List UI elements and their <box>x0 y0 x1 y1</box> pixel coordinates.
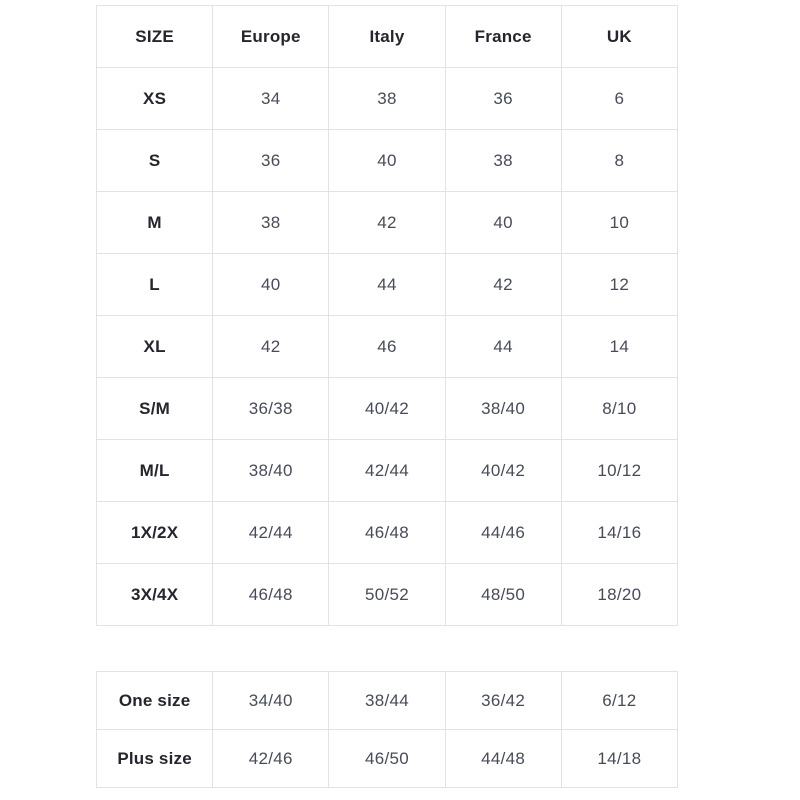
table-row: L 40 44 42 12 <box>95 253 679 316</box>
value-cell: 10/12 <box>560 439 679 502</box>
value-cell: 38/44 <box>328 671 446 730</box>
table-row: XS 34 38 36 6 <box>95 67 679 130</box>
special-sizes-table: One size 34/40 38/44 36/42 6/12 Plus size 42/4… <box>95 671 679 788</box>
value-cell: 42 <box>444 253 562 316</box>
value-cell: 34/40 <box>212 671 330 730</box>
table-row: 1X/2X 42/44 46/48 44/46 14/16 <box>95 501 679 564</box>
value-cell: 38 <box>444 129 562 192</box>
table-row: M/L 38/40 42/44 40/42 10/12 <box>95 439 679 502</box>
value-cell: 14/16 <box>560 501 679 564</box>
value-cell: 50/52 <box>328 563 446 626</box>
row-label: 3X/4X <box>95 563 214 626</box>
value-cell: 48/50 <box>444 563 562 626</box>
table-row: S 36 40 38 8 <box>95 129 679 192</box>
value-cell: 6 <box>560 67 679 130</box>
table-row: M 38 42 40 10 <box>95 191 679 254</box>
value-cell: 8 <box>560 129 679 192</box>
value-cell: 36/38 <box>212 377 330 440</box>
row-label: M/L <box>95 439 214 502</box>
value-cell: 38 <box>328 67 446 130</box>
table-row: One size 34/40 38/44 36/42 6/12 <box>95 671 679 730</box>
row-label: S/M <box>95 377 214 440</box>
table-row: 3X/4X 46/48 50/52 48/50 18/20 <box>95 563 679 626</box>
value-cell: 36/42 <box>444 671 562 730</box>
value-cell: 38/40 <box>444 377 562 440</box>
value-cell: 44 <box>444 315 562 378</box>
value-cell: 34 <box>212 67 330 130</box>
table-row: S/M 36/38 40/42 38/40 8/10 <box>95 377 679 440</box>
column-header: France <box>444 5 562 68</box>
size-conversion-table: SIZE Europe Italy France UK XS 34 38 36 6 S 36 40 38 8… <box>95 5 679 626</box>
column-header: Italy <box>328 5 446 68</box>
value-cell: 44 <box>328 253 446 316</box>
value-cell: 40 <box>212 253 330 316</box>
value-cell: 46 <box>328 315 446 378</box>
value-cell: 10 <box>560 191 679 254</box>
row-label: 1X/2X <box>95 501 214 564</box>
value-cell: 38/40 <box>212 439 330 502</box>
value-cell: 8/10 <box>560 377 679 440</box>
column-header: Europe <box>212 5 330 68</box>
table-row: XL 42 46 44 14 <box>95 315 679 378</box>
row-label: XL <box>95 315 214 378</box>
value-cell: 36 <box>444 67 562 130</box>
value-cell: 42/46 <box>212 729 330 788</box>
value-cell: 46/48 <box>212 563 330 626</box>
column-header: SIZE <box>95 5 214 68</box>
value-cell: 44/46 <box>444 501 562 564</box>
value-cell: 40 <box>328 129 446 192</box>
header-row: SIZE Europe Italy France UK <box>95 5 679 68</box>
value-cell: 38 <box>212 191 330 254</box>
value-cell: 42 <box>212 315 330 378</box>
row-label: M <box>95 191 214 254</box>
value-cell: 42/44 <box>212 501 330 564</box>
value-cell: 42/44 <box>328 439 446 502</box>
column-header: UK <box>560 5 679 68</box>
value-cell: 12 <box>560 253 679 316</box>
table-row: Plus size 42/46 46/50 44/48 14/18 <box>95 729 679 788</box>
value-cell: 44/48 <box>444 729 562 788</box>
row-label: One size <box>95 671 214 730</box>
value-cell: 6/12 <box>560 671 679 730</box>
value-cell: 40/42 <box>328 377 446 440</box>
row-label: S <box>95 129 214 192</box>
row-label: XS <box>95 67 214 130</box>
value-cell: 14 <box>560 315 679 378</box>
value-cell: 42 <box>328 191 446 254</box>
row-label: Plus size <box>95 729 214 788</box>
value-cell: 14/18 <box>560 729 679 788</box>
value-cell: 46/50 <box>328 729 446 788</box>
value-cell: 40/42 <box>444 439 562 502</box>
value-cell: 36 <box>212 129 330 192</box>
value-cell: 46/48 <box>328 501 446 564</box>
value-cell: 40 <box>444 191 562 254</box>
row-label: L <box>95 253 214 316</box>
value-cell: 18/20 <box>560 563 679 626</box>
